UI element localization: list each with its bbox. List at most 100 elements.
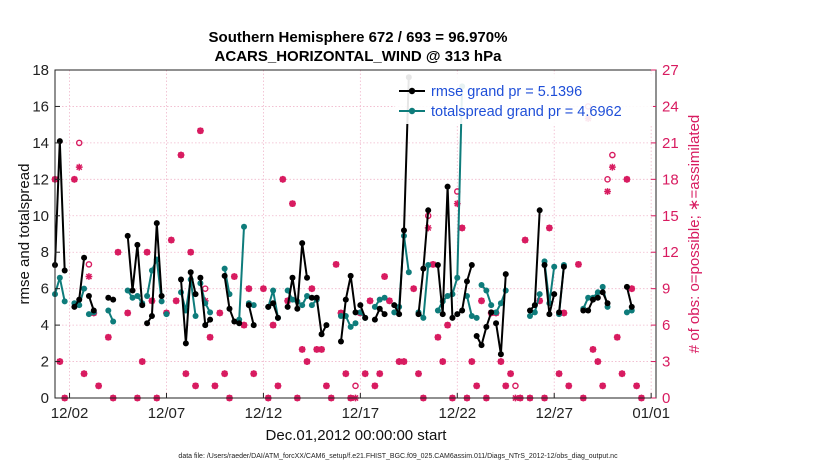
obs-assimilated-point — [177, 151, 185, 159]
spread-point — [158, 298, 165, 305]
obs-assimilated-point — [361, 370, 369, 378]
rmse-line-segment — [126, 235, 144, 306]
spread-point — [308, 302, 315, 309]
y-tick-label: 4 — [41, 317, 49, 334]
legend-spread-label: totalspread grand pr = 4.6962 — [431, 104, 622, 120]
x-tick-label: 12/17 — [342, 405, 380, 422]
obs-possible-point — [609, 151, 616, 159]
rmse-point — [207, 316, 214, 323]
rmse-point — [323, 322, 330, 329]
legend-rmse-label: rmse grand pr = 5.1396 — [431, 84, 582, 100]
rmse-point — [536, 207, 543, 214]
spread-line-segment — [223, 268, 231, 295]
x-tick-label: 12/02 — [51, 405, 89, 422]
spread-point — [207, 309, 214, 316]
rmse-point — [381, 311, 388, 318]
y-right-tick-label: 9 — [662, 281, 670, 298]
obs-assimilated-point — [269, 321, 277, 329]
y-right-tick-label: 24 — [662, 98, 679, 115]
rmse-point — [444, 183, 451, 190]
rmse-point — [604, 300, 611, 307]
rmse-point — [347, 272, 354, 279]
obs-assimilated-point — [104, 333, 112, 341]
spread-point — [536, 291, 543, 298]
spread-point — [444, 292, 451, 299]
spread-point — [376, 296, 383, 303]
rmse-point — [531, 302, 538, 309]
y-tick-label: 0 — [41, 390, 49, 407]
x-tick-label: 12/27 — [535, 405, 573, 422]
obs-assimilated-point — [521, 236, 529, 244]
rmse-point — [129, 287, 136, 294]
obs-assimilated-point — [555, 370, 563, 378]
rmse-point — [270, 300, 277, 307]
rmse-point — [105, 294, 112, 301]
spread-point — [110, 318, 117, 325]
spread-point — [478, 282, 485, 289]
obs-assimilated-point — [318, 346, 325, 353]
rmse-point — [449, 314, 456, 321]
obs-assimilated-point — [502, 382, 510, 390]
obs-assimilated-point — [376, 370, 384, 378]
obs-assimilated-point — [386, 297, 393, 305]
rmse-point — [318, 331, 325, 338]
spread-point — [531, 309, 538, 316]
obs-assimilated-point — [395, 358, 403, 365]
rmse-point — [546, 311, 553, 318]
rmse-line-segment — [558, 266, 565, 313]
obs-assimilated-point — [599, 382, 607, 390]
y-right-tick-label: 0 — [662, 390, 670, 407]
spread-point — [526, 313, 533, 319]
rmse-point — [594, 294, 601, 301]
spread-point — [56, 274, 63, 281]
chart-title-line1: Southern Hemisphere 672 / 693 = 96.970% — [209, 29, 508, 46]
rmse-point — [439, 311, 446, 318]
rmse-point — [76, 296, 83, 303]
spread-point — [304, 292, 311, 299]
obs-assimilated-point — [613, 333, 621, 341]
obs-assimilated-point — [468, 358, 476, 365]
rmse-point — [139, 302, 146, 309]
obs-assimilated-point — [124, 309, 132, 317]
rmse-line-segment — [625, 286, 633, 308]
y-right-tick-label: 18 — [662, 171, 679, 188]
rmse-point — [478, 342, 485, 349]
rmse-point — [502, 271, 509, 278]
rmse-point — [497, 351, 504, 358]
obs-assimilated-point — [240, 321, 248, 329]
spread-point — [371, 303, 378, 310]
obs-assimilated-point — [80, 370, 88, 378]
rmse-point — [526, 307, 533, 314]
rmse-point — [221, 272, 228, 279]
obs-assimilated-point — [323, 382, 330, 390]
y-tick-label: 10 — [32, 208, 49, 225]
obs-assimilated-point — [594, 358, 602, 365]
obs-assimilated-point — [371, 382, 379, 390]
obs-assimilated-point — [565, 382, 573, 390]
y-right-tick-label: 12 — [662, 244, 679, 261]
obs-assimilated-point — [507, 370, 514, 378]
spread-point — [623, 309, 630, 316]
spread-point — [434, 307, 441, 314]
rmse-point — [391, 302, 398, 309]
rmse-point — [396, 311, 403, 318]
rmse-line-segment — [146, 222, 163, 324]
rmse-line-segment — [247, 304, 255, 326]
rmse-point — [110, 296, 117, 303]
rmse-point — [308, 294, 315, 301]
obs-assimilated-point — [473, 382, 481, 390]
rmse-point — [342, 296, 349, 303]
obs-assimilated-point — [298, 346, 306, 353]
obs-assimilated-point — [303, 358, 311, 365]
y-axis-label: rmse and totalspread — [16, 164, 33, 305]
obs-possible-point — [512, 382, 519, 390]
spread-point — [454, 274, 461, 281]
spread-point — [192, 313, 199, 319]
y-tick-label: 6 — [41, 281, 49, 298]
obs-assimilated-point — [381, 273, 388, 280]
obs-assimilated-point — [366, 297, 374, 305]
spread-point — [551, 263, 558, 270]
obs-assimilated-point — [274, 382, 282, 390]
spread-point — [85, 311, 92, 318]
rmse-point — [153, 220, 160, 227]
